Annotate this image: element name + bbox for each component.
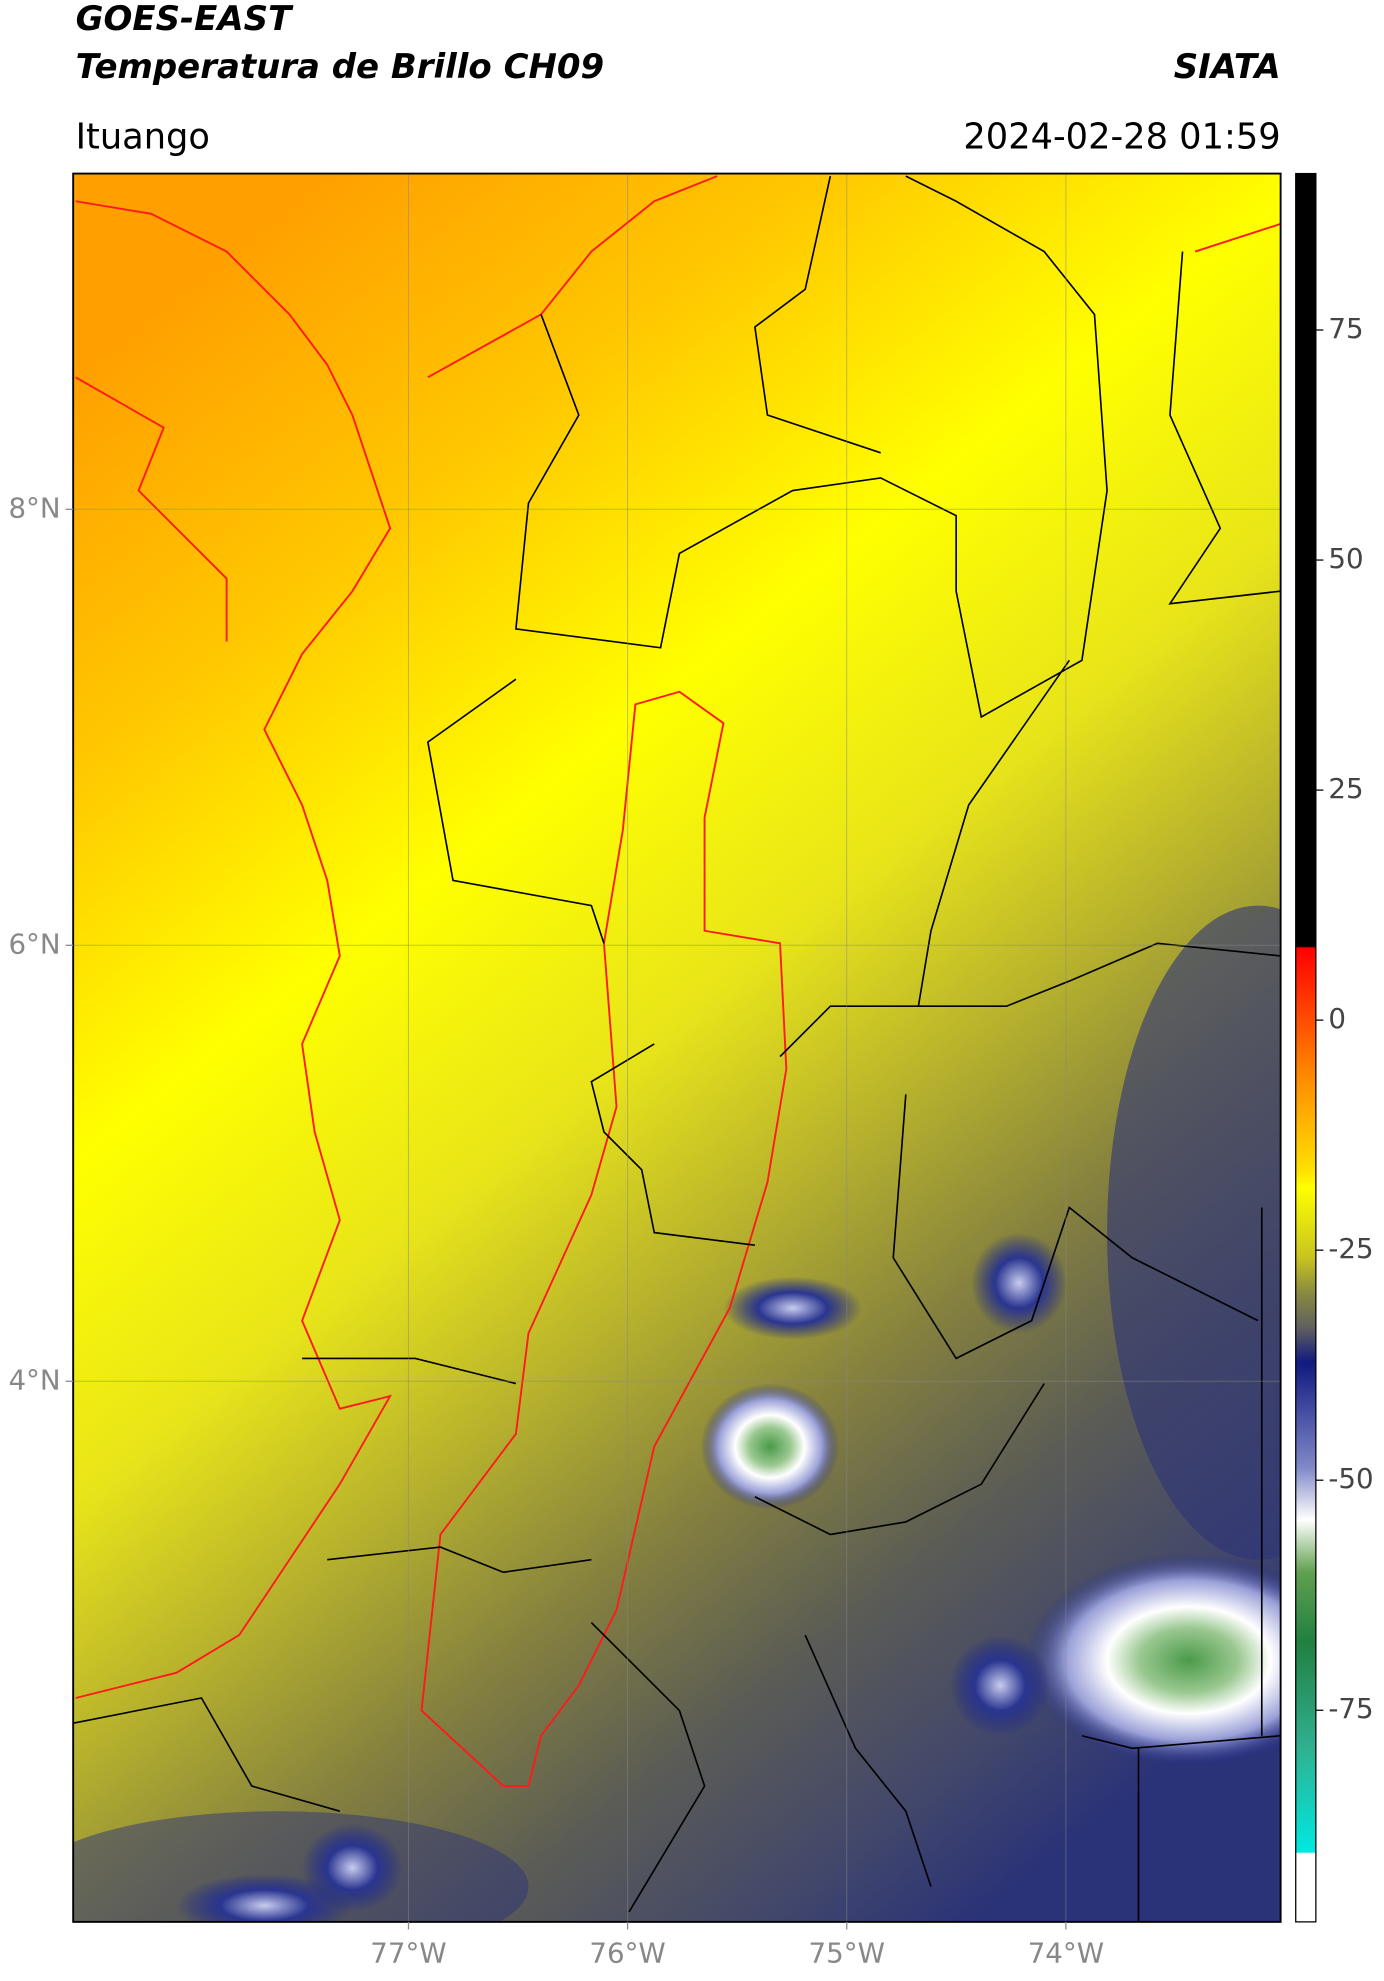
region: Ituango xyxy=(76,116,210,157)
colorbar-tick-label: -75 xyxy=(1328,1692,1373,1725)
lon-tick-label: 77°W xyxy=(370,1937,446,1970)
subtitle: Temperatura de Brillo CH09 xyxy=(76,47,604,87)
map-frame xyxy=(72,172,1282,1923)
grid xyxy=(73,173,1281,1922)
colorbar-tick-label: 0 xyxy=(1328,1002,1346,1035)
lon-tick-label: 76°W xyxy=(589,1937,665,1970)
lon-tick-label: 74°W xyxy=(1028,1937,1104,1970)
lat-tick-label: 6°N xyxy=(8,927,60,960)
title: GOES-EAST xyxy=(76,0,294,39)
lat-tick-label: 4°N xyxy=(8,1363,60,1396)
colorbar xyxy=(1295,172,1317,1923)
colorbar-tick-label: 50 xyxy=(1328,542,1363,575)
datetime: 2024-02-28 01:59 xyxy=(963,116,1280,157)
colorbar-tick-label: 25 xyxy=(1328,772,1363,805)
organization: SIATA xyxy=(1174,47,1281,87)
lat-tick-label: 8°N xyxy=(8,491,60,524)
colorbar-tick-label: -25 xyxy=(1328,1232,1373,1265)
colorbar-tick-label: 75 xyxy=(1328,312,1363,345)
map-image xyxy=(73,173,1281,1922)
lon-tick-label: 75°W xyxy=(809,1937,885,1970)
colorbar-tick-label: -50 xyxy=(1328,1462,1373,1495)
